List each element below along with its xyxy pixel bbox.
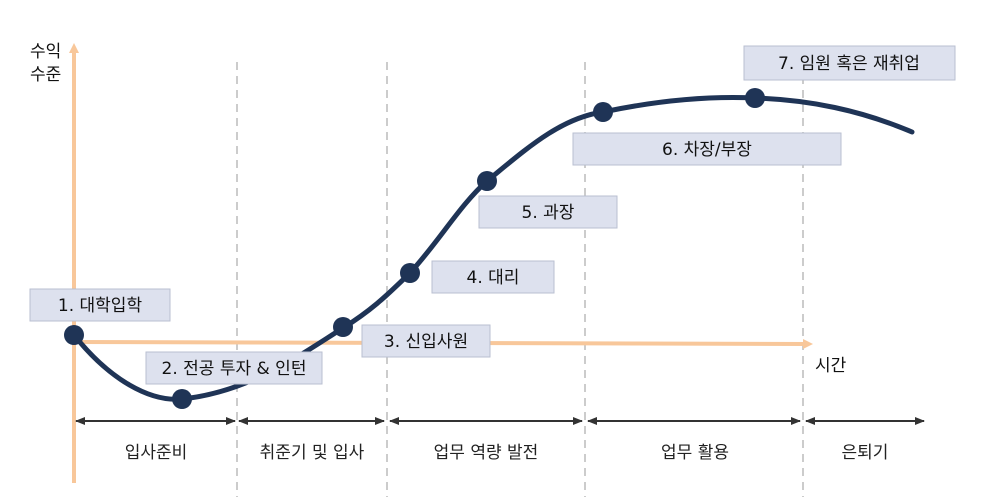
y-axis-label-line2: 수준 <box>30 65 61 85</box>
milestone-dot <box>745 88 765 108</box>
milestone-box-6: 6. 차장/부장 <box>572 132 842 166</box>
x-axis-label: 시간 <box>815 356 847 376</box>
milestone-label: 2. 전공 투자 & 인턴 <box>162 359 307 379</box>
milestone-dot <box>172 389 192 409</box>
milestone-dot <box>333 317 353 337</box>
milestone-dot <box>64 325 84 345</box>
milestone-dots <box>64 88 765 409</box>
milestone-label: 7. 임원 혹은 재취업 <box>778 54 920 74</box>
milestone-dot <box>593 102 613 122</box>
milestone-label: 4. 대리 <box>467 268 520 288</box>
stage-label: 은퇴기 <box>842 443 889 463</box>
stage-label: 입사준비 <box>125 443 188 463</box>
stage-labels: 입사준비 취준기 및 입사 업무 역량 발전 업무 활용 은퇴기 <box>125 443 889 463</box>
stage-label: 업무 역량 발전 <box>434 443 539 463</box>
stage-label: 업무 활용 <box>661 443 729 463</box>
milestone-label: 5. 과장 <box>522 203 575 223</box>
milestone-label: 6. 차장/부장 <box>662 140 752 160</box>
milestone-box-5: 5. 과장 <box>478 195 618 229</box>
milestone-box-2: 2. 전공 투자 & 인턴 <box>145 351 323 385</box>
milestone-box-1: 1. 대학입학 <box>29 288 171 322</box>
milestone-dot <box>400 263 420 283</box>
milestone-label: 1. 대학입학 <box>58 296 143 316</box>
milestone-dot <box>477 171 497 191</box>
milestone-box-3: 3. 신입사원 <box>361 324 491 358</box>
milestone-box-4: 4. 대리 <box>431 260 555 294</box>
stage-label: 취준기 및 입사 <box>260 443 365 463</box>
milestone-box-7: 7. 임원 혹은 재취업 <box>743 45 956 81</box>
milestone-label: 3. 신입사원 <box>384 332 468 352</box>
y-axis-label-line1: 수익 <box>30 42 61 62</box>
